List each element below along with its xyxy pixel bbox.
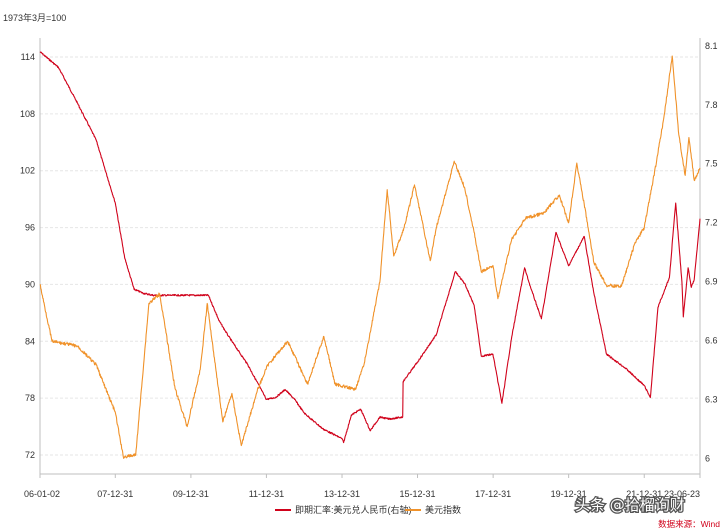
x-tick-label: 07-12-31	[97, 489, 133, 499]
x-tick-label: 13-12-31	[324, 489, 360, 499]
watermark: 头条 @拾榴询财	[574, 495, 686, 516]
axes	[39, 38, 701, 475]
left-tick-label: 90	[25, 279, 35, 289]
legend-item-exchange-rate: 即期汇率:美元兑人民币(右轴)	[275, 504, 412, 515]
x-tick-label: 11-12-31	[249, 489, 284, 499]
watermark-text: 头条 @拾榴询财	[575, 496, 685, 514]
left-tick-label: 78	[25, 393, 35, 403]
right-tick-label: 7.5	[705, 159, 718, 169]
legend: 即期汇率:美元兑人民币(右轴) 美元指数	[275, 504, 461, 515]
right-tick-label: 7.8	[705, 100, 718, 110]
x-tick-label: 19-12-31	[551, 489, 587, 499]
right-axis-ticks: 6 6.3 6.6 6.9 7.2 7.5 7.8 8.1	[705, 41, 718, 463]
gridlines	[40, 56, 700, 456]
left-tick-label: 72	[25, 450, 35, 460]
left-tick-label: 114	[21, 52, 35, 62]
right-tick-label: 7.2	[705, 218, 718, 228]
series-line-dollar-index	[39, 55, 701, 459]
x-tick-label: 21-12-31	[626, 489, 662, 499]
x-tick-label: 09-12-31	[173, 489, 209, 499]
right-tick-label: 8.1	[705, 41, 718, 51]
right-tick-label: 6.3	[705, 394, 718, 404]
left-tick-label: 108	[20, 109, 35, 119]
right-tick-label: 6.6	[705, 335, 718, 345]
right-tick-label: 6	[705, 453, 710, 463]
right-tick-label: 6.9	[705, 277, 718, 287]
legend-item-dollar-index: 美元指数	[405, 504, 461, 515]
x-tick-label: 06-01-02	[24, 489, 60, 499]
left-axis-unit-label: 1973年3月=100	[3, 12, 66, 23]
series-lines	[39, 51, 701, 459]
legend-label-exchange-rate: 即期汇率:美元兑人民币(右轴)	[295, 504, 412, 515]
series-line-exchange-rate	[39, 51, 701, 444]
x-tick-label: 15-12-31	[400, 489, 436, 499]
left-tick-label: 102	[20, 166, 35, 176]
data-source-label: 数据来源：Wind	[658, 519, 720, 529]
x-axis-ticks: 06-01-02 07-12-31 09-12-31 11-12-31 13-12-31…	[24, 474, 701, 499]
legend-label-dollar-index: 美元指数	[425, 504, 461, 515]
left-axis-ticks: 72 78 84 90 96 102 108 114	[20, 52, 35, 460]
left-tick-label: 84	[25, 336, 35, 346]
left-tick-label: 96	[25, 223, 35, 233]
x-tick-label: 17-12-31	[475, 489, 511, 499]
x-tick-label: 23-06-23	[664, 489, 700, 499]
